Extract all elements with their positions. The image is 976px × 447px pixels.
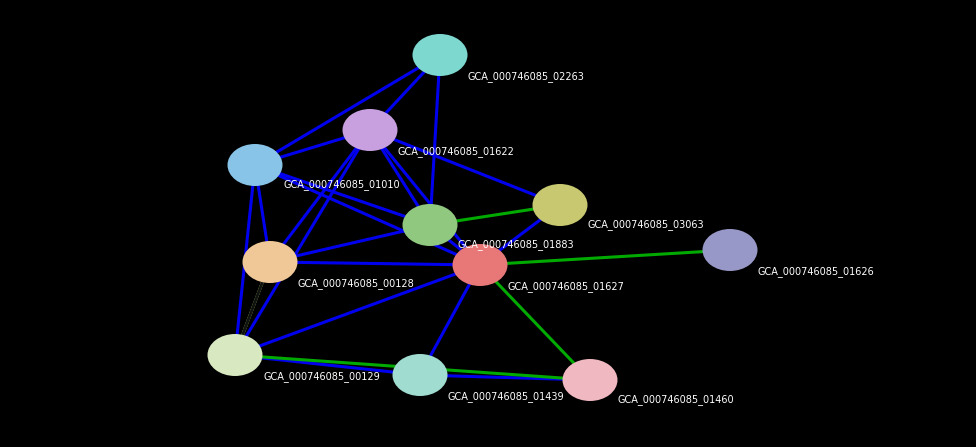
Ellipse shape bbox=[227, 144, 282, 186]
Text: GCA_000746085_00129: GCA_000746085_00129 bbox=[263, 371, 380, 383]
Text: GCA_000746085_01010: GCA_000746085_01010 bbox=[283, 180, 399, 190]
Ellipse shape bbox=[343, 109, 397, 151]
Text: GCA_000746085_01622: GCA_000746085_01622 bbox=[398, 147, 515, 157]
Ellipse shape bbox=[402, 204, 458, 246]
Ellipse shape bbox=[392, 354, 448, 396]
Ellipse shape bbox=[533, 184, 588, 226]
Text: GCA_000746085_01439: GCA_000746085_01439 bbox=[448, 392, 565, 402]
Text: GCA_000746085_01460: GCA_000746085_01460 bbox=[618, 395, 735, 405]
Ellipse shape bbox=[703, 229, 757, 271]
Text: GCA_000746085_03063: GCA_000746085_03063 bbox=[588, 219, 705, 231]
Ellipse shape bbox=[562, 359, 618, 401]
Text: GCA_000746085_02263: GCA_000746085_02263 bbox=[468, 72, 585, 82]
Ellipse shape bbox=[413, 34, 468, 76]
Text: GCA_000746085_01626: GCA_000746085_01626 bbox=[758, 266, 874, 278]
Ellipse shape bbox=[208, 334, 263, 376]
Text: GCA_000746085_00128: GCA_000746085_00128 bbox=[298, 278, 415, 290]
Ellipse shape bbox=[453, 244, 508, 286]
Text: GCA_000746085_01627: GCA_000746085_01627 bbox=[508, 282, 625, 292]
Ellipse shape bbox=[242, 241, 298, 283]
Text: GCA_000746085_01883: GCA_000746085_01883 bbox=[458, 240, 575, 250]
